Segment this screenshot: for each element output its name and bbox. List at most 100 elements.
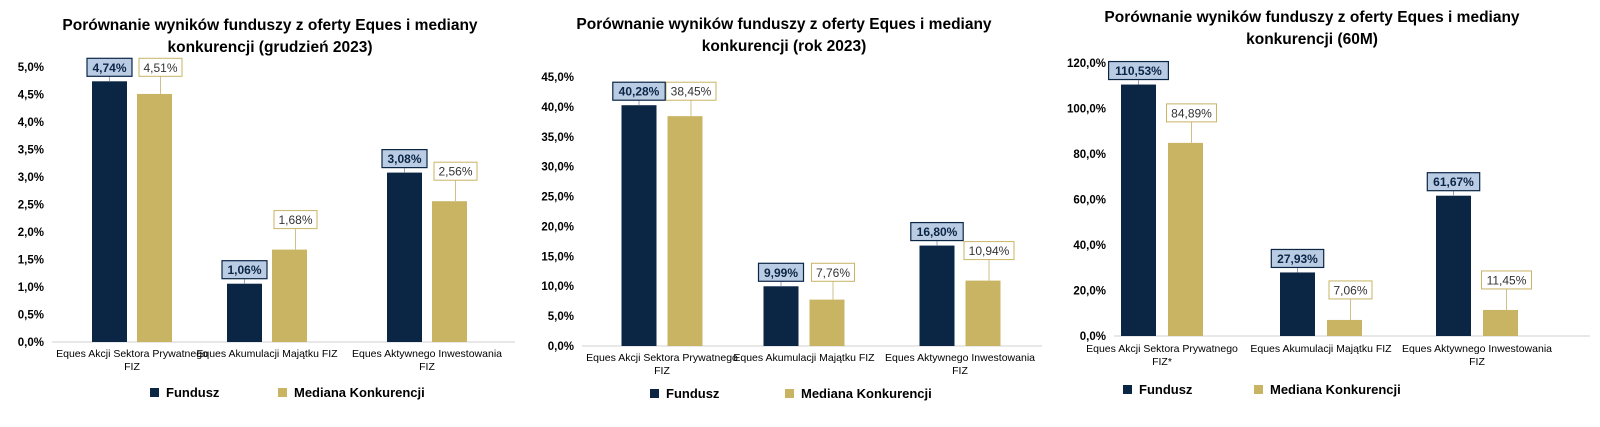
y-tick-label: 1,5%	[18, 255, 44, 267]
category-label: FIZ*	[1152, 356, 1172, 368]
data-label-fundusz: 16,80%	[917, 225, 958, 239]
data-label-fundusz: 40,28%	[619, 85, 660, 99]
data-label-mediana: 2,56%	[438, 165, 472, 179]
data-label-fundusz: 9,99%	[764, 266, 798, 280]
chart-title: konkurencji (60M)	[1246, 31, 1378, 48]
category-label: Eques Akcji Sektora Prywatnego	[56, 348, 208, 360]
data-label-box-fundusz	[757, 262, 805, 282]
y-tick-label: 4,5%	[18, 90, 44, 102]
data-label-box-mediana	[1481, 270, 1532, 290]
bar-mediana	[1483, 309, 1518, 336]
category-label: FIZ	[124, 361, 140, 373]
data-label-mediana: 1,68%	[278, 213, 312, 227]
chart-title: Porównanie wyników funduszy z oferty Equ…	[62, 17, 478, 34]
category-label: FIZ	[654, 365, 670, 377]
data-label-mediana: 4,51%	[143, 61, 177, 75]
bar-fundusz	[92, 81, 127, 343]
data-label-mediana: 7,06%	[1333, 283, 1367, 297]
y-tick-label: 5,0%	[548, 311, 574, 323]
y-tick-label: 5,0%	[18, 62, 44, 74]
data-label-box-mediana	[665, 81, 717, 101]
y-tick-label: 80,0%	[1073, 149, 1106, 161]
y-tick-label: 35,0%	[541, 132, 574, 144]
y-tick-label: 10,0%	[541, 281, 574, 293]
chart-title: konkurencji (rok 2023)	[702, 38, 867, 55]
y-tick-label: 25,0%	[541, 192, 574, 204]
y-tick-label: 3,5%	[18, 145, 44, 157]
data-label-mediana: 84,89%	[1171, 106, 1212, 120]
bar-fundusz	[763, 286, 799, 346]
chart-title: Porównanie wyników funduszy z oferty Equ…	[576, 16, 992, 33]
data-label-box-fundusz	[910, 221, 964, 242]
y-tick-label: 15,0%	[541, 251, 574, 263]
legend-swatch-fundusz	[150, 388, 159, 397]
y-tick-label: 2,0%	[18, 227, 44, 239]
legend-label-mediana: Mediana Konkurencji	[801, 386, 932, 401]
legend-label-mediana: Mediana Konkurencji	[294, 385, 425, 400]
data-label-box-mediana	[273, 210, 318, 230]
category-label: Eques Aktywnego Inwestowania	[885, 352, 1035, 364]
y-tick-label: 0,0%	[1080, 331, 1106, 343]
category-label: FIZ	[419, 361, 435, 373]
y-tick-label: 1,0%	[18, 282, 44, 294]
data-label-box-mediana	[963, 241, 1015, 261]
category-label: FIZ	[952, 365, 968, 377]
bar-fundusz	[387, 172, 422, 342]
y-tick-label: 3,0%	[18, 172, 44, 184]
category-label: Eques Akumulacji Majątku FIZ	[1250, 343, 1392, 355]
legend-swatch-mediana	[785, 389, 794, 398]
data-label-box-fundusz	[1270, 248, 1325, 269]
chart-panel-grudzien: Porównanie wyników funduszy z oferty Equ…	[0, 0, 522, 427]
bar-mediana	[965, 280, 1001, 346]
data-label-box-fundusz	[1426, 172, 1481, 192]
y-tick-label: 40,0%	[541, 102, 574, 114]
chart-title: Porównanie wyników funduszy z oferty Equ…	[1104, 9, 1520, 26]
bar-mediana	[667, 116, 703, 346]
data-label-fundusz: 27,93%	[1277, 252, 1318, 266]
chart-svg-60m: Porównanie wyników funduszy z oferty Equ…	[1067, 9, 1590, 397]
legend-swatch-fundusz	[650, 389, 659, 398]
data-label-box-fundusz	[1107, 60, 1169, 81]
data-label-box-fundusz	[221, 260, 268, 280]
y-tick-label: 100,0%	[1067, 104, 1106, 116]
category-label: Eques Aktywnego Inwestowania	[1402, 343, 1552, 355]
bar-fundusz	[1280, 272, 1315, 336]
bar-fundusz	[227, 283, 262, 342]
legend-swatch-fundusz	[1123, 385, 1132, 394]
data-label-box-fundusz	[381, 149, 428, 169]
bar-mediana	[1168, 142, 1203, 336]
data-label-box-mediana	[811, 262, 855, 282]
legend-label-fundusz: Fundusz	[1139, 382, 1193, 397]
data-label-mediana: 7,76%	[816, 266, 850, 280]
bar-fundusz	[621, 105, 657, 346]
y-tick-label: 0,0%	[548, 341, 574, 353]
category-label: FIZ	[1469, 356, 1485, 368]
data-label-box-fundusz	[86, 57, 133, 77]
legend-label-fundusz: Fundusz	[166, 385, 220, 400]
data-label-fundusz: 1,06%	[227, 263, 261, 277]
category-label: Eques Akumulacji Majątku FIZ	[733, 352, 875, 364]
y-tick-label: 45,0%	[541, 72, 574, 84]
data-label-box-mediana	[1328, 280, 1373, 300]
data-label-mediana: 11,45%	[1487, 273, 1527, 287]
y-tick-label: 60,0%	[1073, 195, 1106, 207]
y-tick-label: 2,5%	[18, 200, 44, 212]
data-label-mediana: 38,45%	[671, 85, 712, 99]
legend-label-mediana: Mediana Konkurencji	[1270, 382, 1401, 397]
data-label-mediana: 10,94%	[969, 244, 1010, 258]
data-label-box-fundusz	[612, 81, 666, 101]
data-label-box-mediana	[138, 57, 183, 77]
data-label-fundusz: 61,67%	[1433, 175, 1474, 189]
y-tick-label: 0,0%	[18, 337, 44, 349]
bar-mediana	[137, 93, 172, 342]
bar-mediana	[1327, 319, 1362, 336]
chart-title: konkurencji (grudzień 2023)	[168, 39, 373, 56]
bar-mediana	[272, 249, 307, 342]
legend-swatch-mediana	[278, 388, 287, 397]
category-label: Eques Akcji Sektora Prywatnego	[586, 352, 738, 364]
legend-label-fundusz: Fundusz	[666, 386, 720, 401]
bar-mediana	[432, 201, 467, 342]
y-tick-label: 20,0%	[1073, 286, 1106, 298]
data-label-fundusz: 3,08%	[387, 152, 421, 166]
data-label-box-mediana	[1166, 103, 1217, 123]
